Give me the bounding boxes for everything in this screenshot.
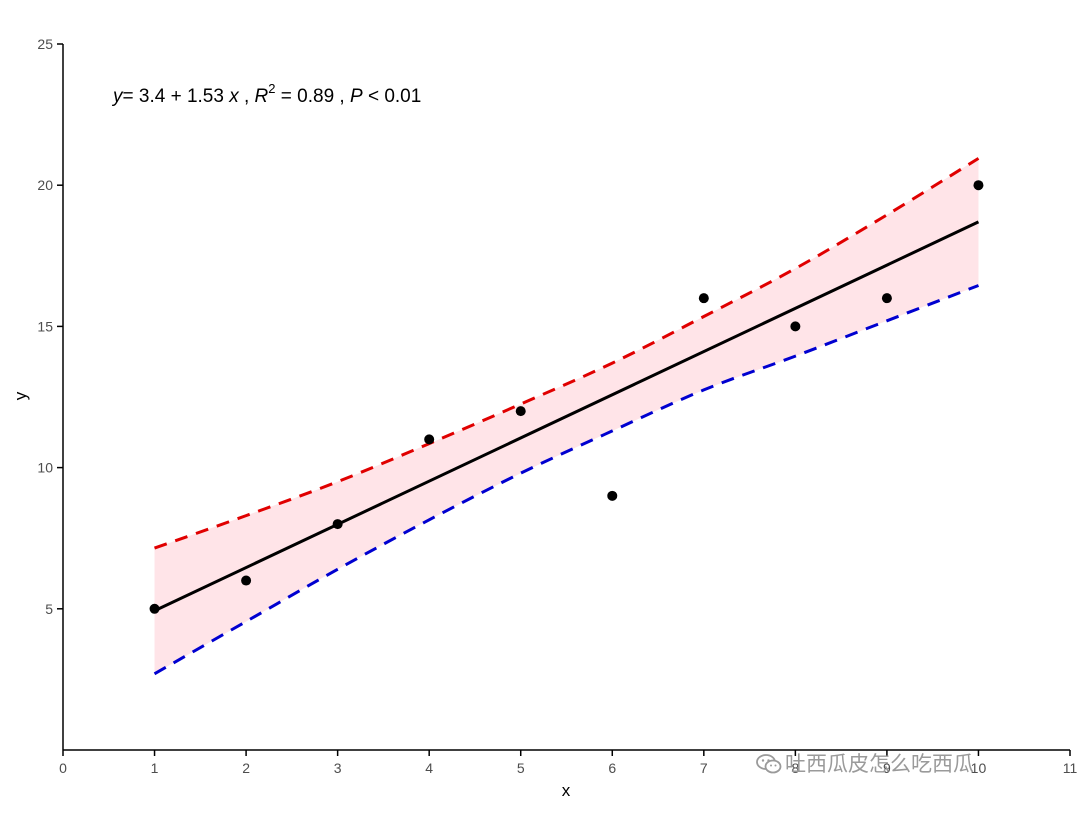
- data-point: [790, 321, 801, 332]
- x-tick-label: 1: [151, 760, 159, 776]
- data-point: [424, 434, 435, 445]
- y-tick-label: 25: [37, 36, 53, 52]
- eq-x-var: x: [228, 86, 240, 107]
- x-tick-label: 0: [59, 760, 67, 776]
- eq-r-var: R: [255, 86, 269, 107]
- y-tick-label: 20: [37, 177, 53, 193]
- x-tick-label: 4: [425, 760, 433, 776]
- x-tick-label: 8: [791, 760, 799, 776]
- fit-line-layer: [153, 220, 980, 613]
- x-tick-label: 5: [517, 760, 525, 776]
- y-tick-label: 5: [45, 601, 53, 617]
- upper-confidence-line: [154, 157, 980, 550]
- y-axis-title: y: [11, 391, 30, 400]
- data-point: [973, 180, 984, 191]
- eq-formula: = 3.4 + 1.53: [123, 86, 230, 107]
- wechat-icon: [756, 754, 782, 774]
- data-point: [332, 519, 343, 530]
- x-tick-label: 3: [334, 760, 342, 776]
- data-point: [881, 293, 892, 304]
- regression-equation: y= 3.4 + 1.53 x , R2 = 0.89 , P < 0.01: [111, 81, 421, 107]
- eq-p-var: P: [350, 86, 363, 107]
- data-point: [607, 490, 618, 501]
- axes-layer: 0 1 2 3 4 5 6 7 8 9 10 11 5 10 15 20 25: [37, 36, 1077, 776]
- x-tick-label: 11: [1063, 760, 1078, 776]
- x-tick-label: 10: [971, 760, 987, 776]
- lower-confidence-line: [153, 284, 980, 676]
- x-axis-title: x: [562, 781, 571, 800]
- y-tick-label: 15: [37, 318, 53, 334]
- eq-y-var: y: [111, 86, 124, 107]
- eq-p-value: < 0.01: [363, 86, 422, 107]
- eq-sep-2: ,: [334, 86, 350, 107]
- x-tick-label: 2: [242, 760, 250, 776]
- eq-r-value: = 0.89: [276, 86, 335, 107]
- watermark: 吐西瓜皮怎么吃西瓜: [756, 748, 974, 778]
- y-tick-label: 10: [37, 460, 53, 476]
- watermark-text: 吐西瓜皮怎么吃西瓜: [785, 752, 974, 776]
- x-tick-label: 6: [608, 760, 616, 776]
- data-point: [515, 406, 526, 417]
- x-tick-label: 7: [700, 760, 708, 776]
- eq-sep-1: ,: [239, 86, 255, 107]
- x-tick-label: 9: [883, 760, 891, 776]
- data-point: [241, 575, 252, 586]
- eq-r-sup: 2: [268, 81, 275, 96]
- data-points-layer: [149, 180, 984, 614]
- regression-line: [153, 220, 980, 613]
- data-point: [149, 603, 160, 614]
- data-point: [698, 293, 709, 304]
